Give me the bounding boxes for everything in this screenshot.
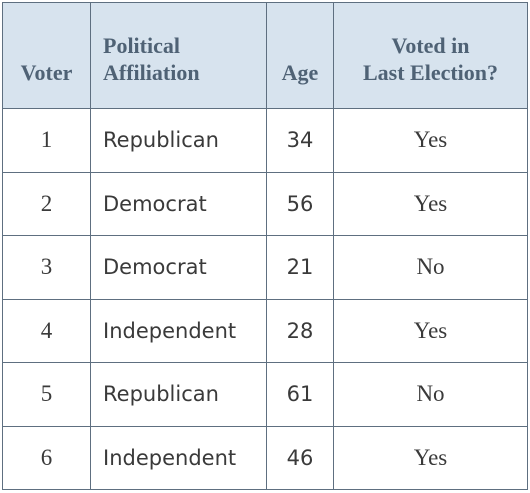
cell-voted: Yes [333,171,528,236]
cell-affiliation: Democrat [90,171,267,236]
cell-voted: No [333,362,528,427]
cell-age: 21 [266,235,334,300]
header-affiliation-line1: Political [103,33,180,59]
table-header: Voter Political Affiliation Age Voted in… [2,2,528,109]
header-affiliation-line2: Affiliation [103,59,200,85]
table-row: 4 Independent 28 Yes [2,298,528,363]
cell-age: 34 [266,108,334,173]
cell-age: 56 [266,171,334,236]
cell-voted: Yes [333,108,528,173]
cell-voter: 5 [2,362,91,427]
header-voted-line1: Voted in [391,33,470,59]
cell-affiliation: Republican [90,362,267,427]
table-row: 5 Republican 61 No [2,362,528,427]
table-row: 1 Republican 34 Yes [2,108,528,173]
cell-age: 46 [266,425,334,490]
table-row: 2 Democrat 56 Yes [2,171,528,236]
cell-voter: 6 [2,425,91,490]
cell-affiliation: Independent [90,298,267,363]
cell-voted: Yes [333,298,528,363]
header-political-affiliation: Political Affiliation [90,2,267,109]
header-voter: Voter [2,2,91,109]
cell-affiliation: Independent [90,425,267,490]
header-row: Voter Political Affiliation Age Voted in… [2,2,528,109]
cell-age: 28 [266,298,334,363]
cell-voter: 2 [2,171,91,236]
header-voted-in-last-election: Voted in Last Election? [333,2,528,109]
table-row: 6 Independent 46 Yes [2,425,528,490]
cell-voted: No [333,235,528,300]
cell-voter: 1 [2,108,91,173]
cell-age: 61 [266,362,334,427]
cell-voted: Yes [333,425,528,490]
header-age: Age [266,2,334,109]
cell-voter: 4 [2,298,91,363]
cell-affiliation: Democrat [90,235,267,300]
table-body: 1 Republican 34 Yes 2 Democrat 56 Yes 3 … [2,108,528,490]
cell-voter: 3 [2,235,91,300]
header-voted-line2: Last Election? [362,59,499,85]
table-row: 3 Democrat 21 No [2,235,528,300]
cell-affiliation: Republican [90,108,267,173]
